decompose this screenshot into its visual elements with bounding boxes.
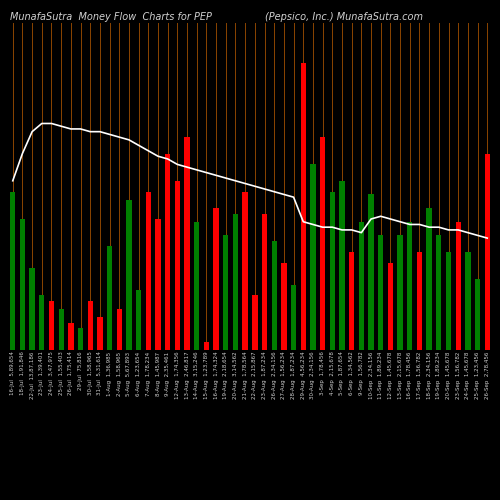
Bar [20,219,25,350]
Bar [88,301,93,350]
Bar [349,252,354,350]
Bar [233,214,238,350]
Bar [30,268,35,350]
Bar [426,208,432,350]
Bar [417,252,422,350]
Bar [68,322,73,350]
Text: MunafaSutra  Money Flow  Charts for PEP: MunafaSutra Money Flow Charts for PEP [10,12,212,22]
Bar [184,137,190,350]
Bar [281,262,286,350]
Bar [136,290,141,350]
Bar [436,236,442,350]
Bar [97,318,102,350]
Bar [272,241,277,350]
Bar [223,236,228,350]
Bar [456,222,461,350]
Bar [407,222,412,350]
Bar [310,164,316,350]
Bar [10,192,16,350]
Bar [252,296,258,350]
Bar [58,309,64,350]
Bar [116,309,122,350]
Bar [156,219,160,350]
Bar [475,279,480,350]
Bar [174,181,180,350]
Bar [194,222,200,350]
Bar [204,342,209,350]
Bar [465,252,470,350]
Bar [388,262,393,350]
Bar [39,296,44,350]
Bar [165,154,170,350]
Bar [214,208,219,350]
Bar [300,64,306,350]
Bar [330,192,335,350]
Bar [107,246,112,350]
Bar [146,192,151,350]
Bar [378,236,384,350]
Bar [340,181,344,350]
Bar [320,137,326,350]
Bar [262,214,267,350]
Bar [49,301,54,350]
Bar [78,328,83,350]
Bar [358,222,364,350]
Bar [242,192,248,350]
Text: (Pepsico, Inc.) MunafaSutra.com: (Pepsico, Inc.) MunafaSutra.com [265,12,423,22]
Bar [368,194,374,350]
Bar [446,252,451,350]
Bar [484,154,490,350]
Bar [398,236,403,350]
Bar [291,284,296,350]
Bar [126,200,132,350]
